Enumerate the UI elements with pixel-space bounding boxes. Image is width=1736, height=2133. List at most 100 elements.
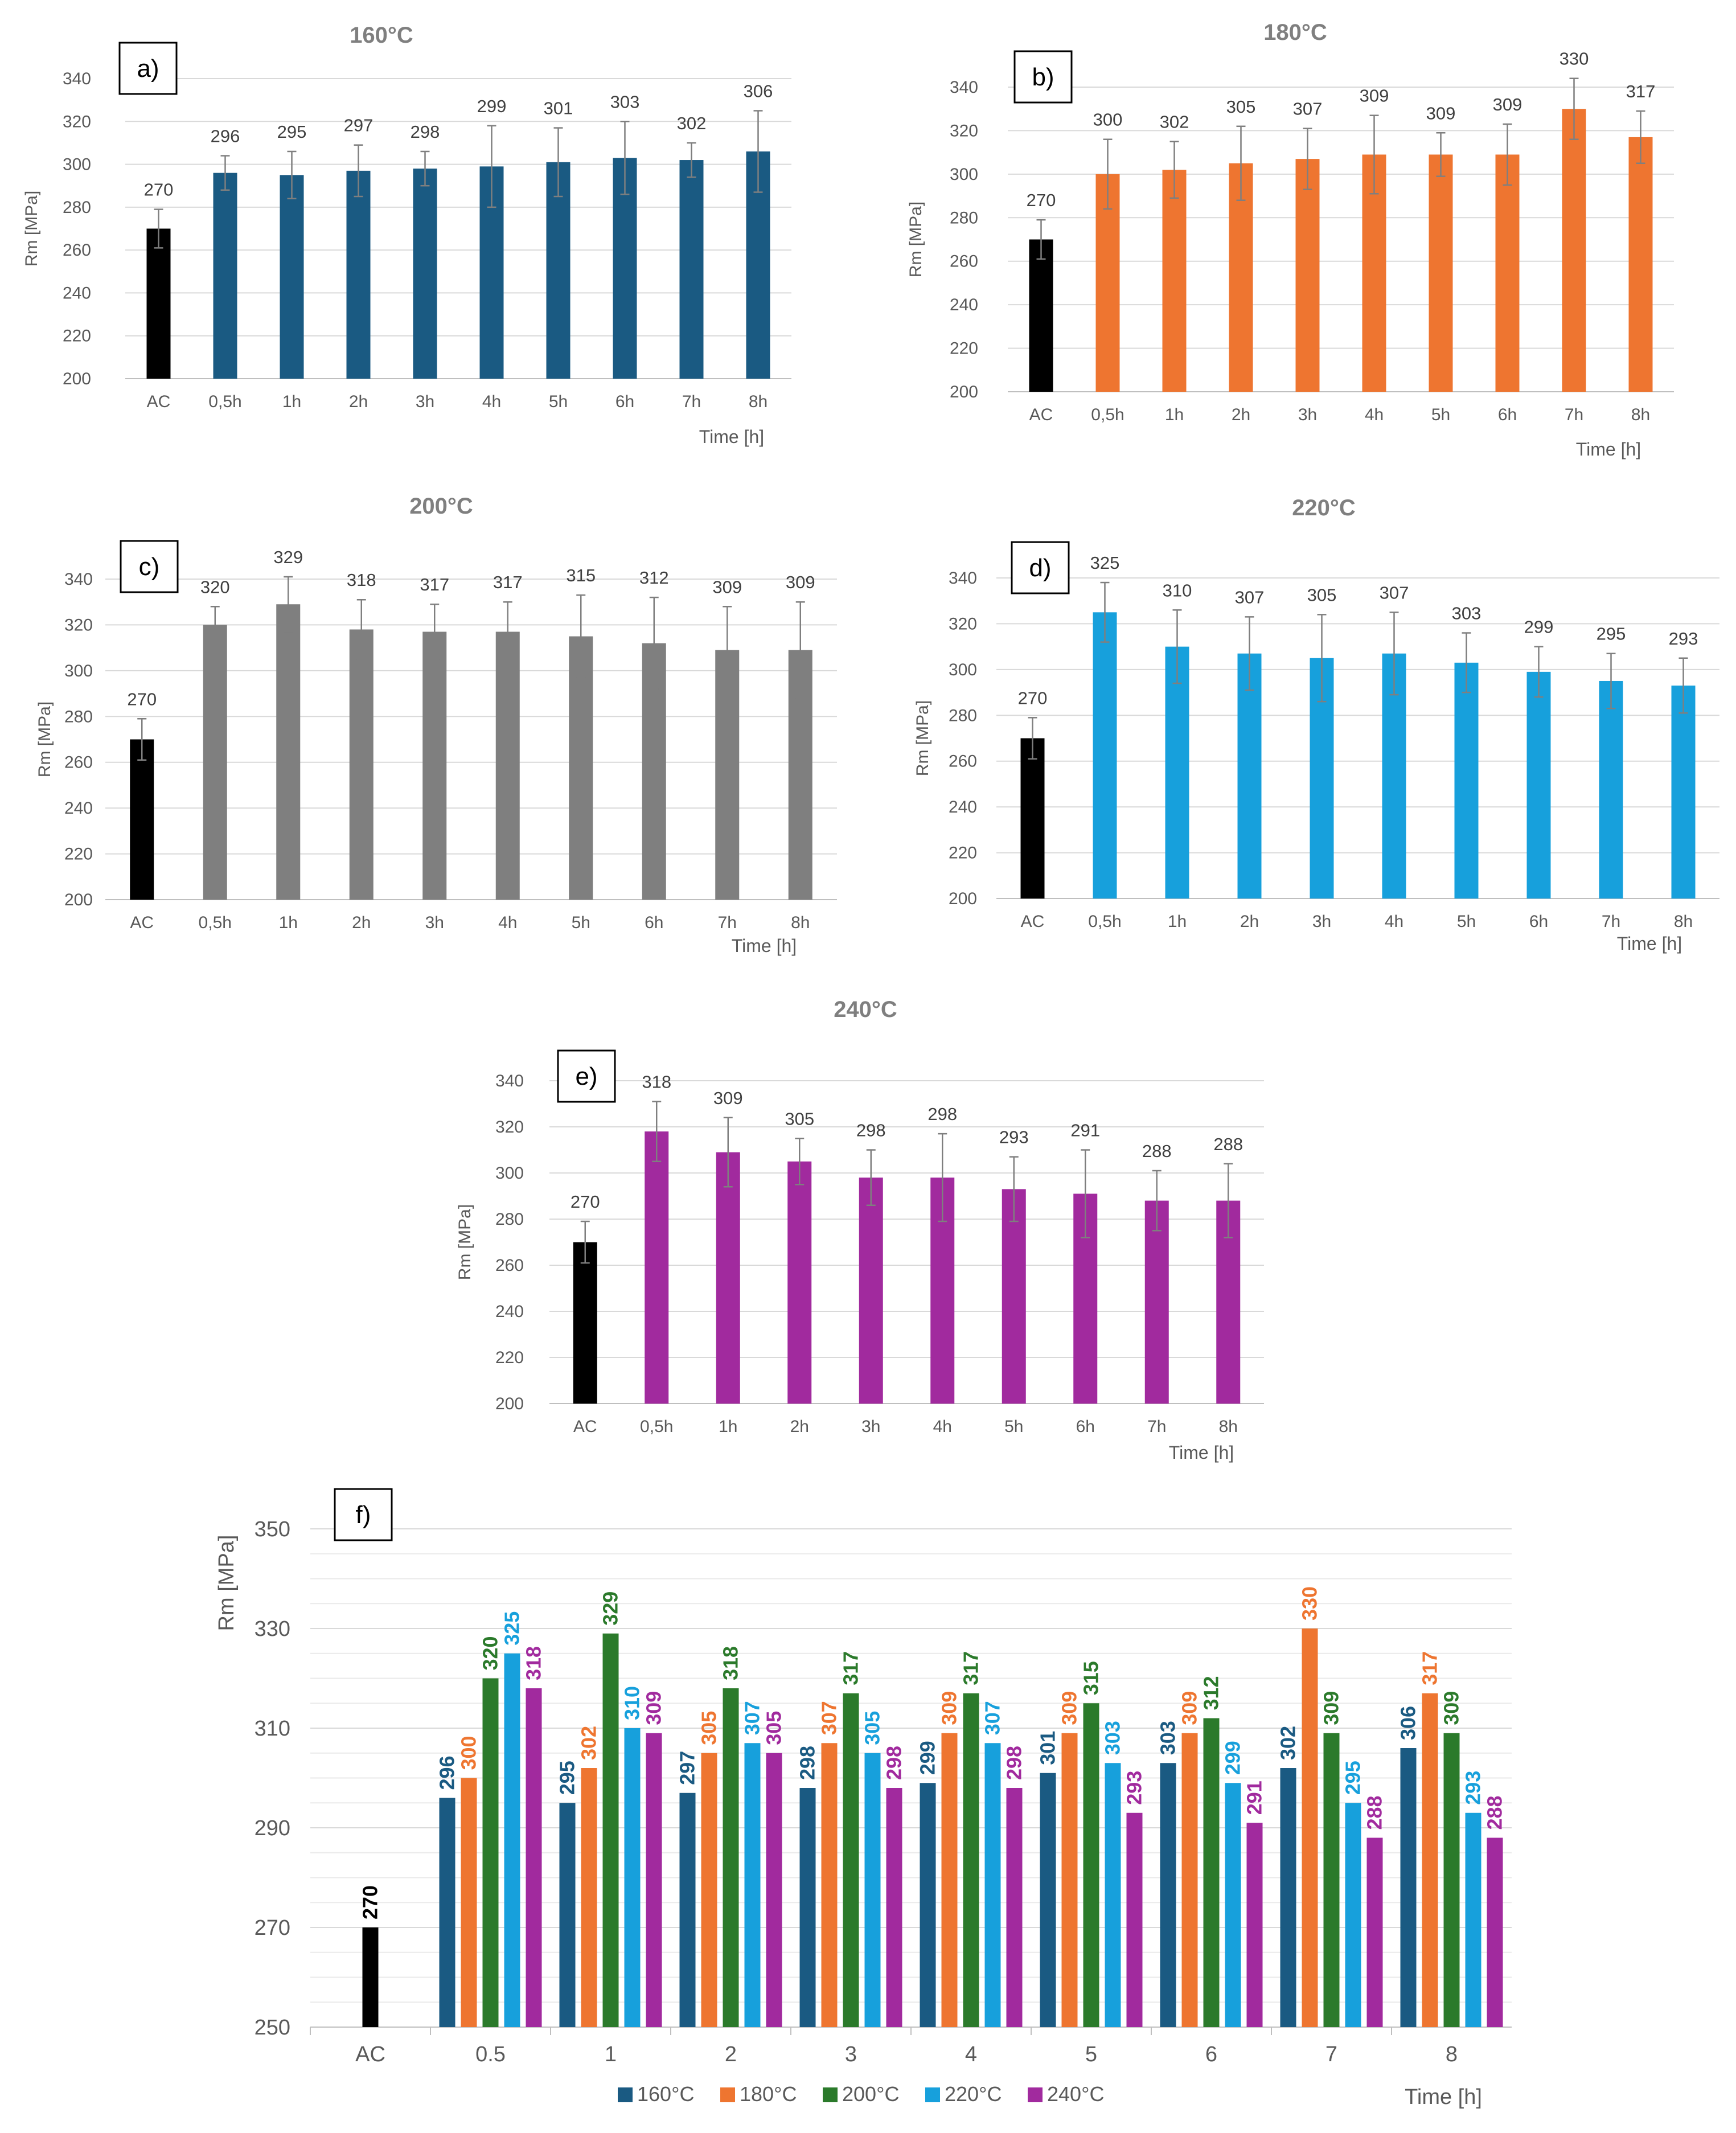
bar [495, 631, 520, 900]
bar [1006, 1788, 1023, 2027]
y-tick-label: 340 [63, 69, 91, 88]
legend-label: 180°C [740, 2082, 797, 2106]
bar [646, 1733, 662, 2027]
x-tick-label: 3h [1312, 912, 1331, 931]
bar [1095, 174, 1120, 392]
bar [1280, 1768, 1296, 2027]
data-label: 303 [1452, 604, 1481, 624]
legend-label: 200°C [842, 2082, 899, 2106]
data-label: 317 [420, 575, 449, 594]
data-label: 317 [959, 1651, 983, 1685]
data-label: 295 [277, 122, 307, 142]
x-tick-label: 7h [1565, 405, 1583, 424]
bar [679, 1792, 696, 2027]
data-label: 306 [744, 81, 773, 101]
x-tick-label: 0,5h [1091, 405, 1124, 424]
data-label: 325 [500, 1611, 524, 1646]
panel-label: c) [139, 553, 160, 581]
x-tick-label: 6h [1529, 912, 1548, 931]
data-label: 296 [436, 1755, 459, 1790]
x-tick-label: 4h [1365, 405, 1384, 424]
legend-label: 220°C [945, 2082, 1002, 2106]
data-label: 306 [1397, 1706, 1420, 1740]
legend-label: 240°C [1047, 2082, 1104, 2106]
data-label: 309 [642, 1691, 666, 1725]
data-label: 295 [1597, 624, 1626, 644]
x-tick-label: 2 [725, 2042, 737, 2066]
bar [1162, 170, 1187, 392]
y-tick-label: 280 [949, 706, 977, 725]
bar [1029, 239, 1053, 392]
data-label: 299 [1524, 617, 1554, 637]
bar [203, 625, 227, 900]
y-tick-label: 220 [495, 1348, 524, 1367]
bar [413, 169, 437, 379]
bar [1181, 1733, 1198, 2027]
data-label: 299 [1221, 1741, 1245, 1775]
panel-f: 250 270 290 310 330 350 AC 0.5 1 2 3 4 5 6 7 8 270 296300… [215, 1488, 1512, 2109]
bar [1061, 1733, 1078, 2027]
bar [213, 173, 237, 379]
x-tick-label: AC [130, 913, 154, 932]
x-tick-label: 4 [965, 2042, 977, 2066]
panel-label: b) [1032, 63, 1054, 91]
x-tick-label: 0,5h [1088, 912, 1121, 931]
legend-swatch [823, 2087, 838, 2102]
chart-title: 180°C [1263, 20, 1327, 45]
panel-label-box [557, 1049, 616, 1103]
data-label: 307 [1293, 99, 1323, 119]
bar [1225, 1783, 1241, 2027]
data-label: 307 [1380, 583, 1409, 602]
bar [362, 1927, 379, 2027]
bar [821, 1743, 838, 2027]
bar [1203, 1718, 1220, 2027]
data-label: 302 [577, 1726, 601, 1760]
bar [1422, 1693, 1438, 2027]
x-tick-label: 8h [1631, 405, 1650, 424]
x-tick-label: 8h [749, 392, 768, 411]
bar [439, 1798, 455, 2027]
x-tick-label: 8h [1219, 1417, 1238, 1436]
panel-label-box [120, 540, 179, 593]
y-axis-label: Rm [MPa] [913, 700, 932, 776]
bar [1345, 1803, 1361, 2027]
x-axis-label: Time [h] [699, 426, 764, 447]
data-label: 309 [786, 572, 815, 592]
y-tick-label: 200 [950, 383, 978, 401]
bar [569, 636, 593, 900]
bar [1237, 653, 1262, 899]
bar [1126, 1812, 1143, 2027]
data-label: 307 [818, 1701, 841, 1735]
data-label: 317 [1626, 81, 1656, 101]
bar [1454, 662, 1479, 899]
data-label: 293 [1669, 629, 1698, 649]
x-tick-label: 6h [1498, 405, 1517, 424]
bar [1323, 1733, 1340, 2027]
bar [645, 1131, 669, 1404]
y-tick-label: 240 [64, 799, 93, 818]
data-label: 309 [713, 1088, 743, 1108]
data-label: 298 [856, 1121, 886, 1141]
x-tick-label: 6h [645, 913, 663, 932]
x-tick-label: AC [1021, 912, 1045, 931]
data-label: 300 [457, 1736, 481, 1770]
data-label: 302 [677, 113, 707, 133]
bar [701, 1753, 717, 2027]
bar [349, 629, 374, 900]
x-tick-label: 0,5h [640, 1417, 673, 1436]
legend-swatch [1028, 2087, 1043, 2102]
y-tick-label: 220 [949, 844, 977, 863]
data-label: 295 [1341, 1761, 1365, 1795]
data-label: 288 [1363, 1795, 1386, 1830]
x-tick-label: 4h [933, 1417, 952, 1436]
data-label: 298 [1003, 1746, 1026, 1780]
x-tick-label: 3h [425, 913, 444, 932]
data-label: 312 [639, 568, 669, 588]
panel-c: 200 220 240 260 280 300 320 340 200°C Rm [MPa] 270… [35, 494, 837, 956]
bar [1400, 1748, 1417, 2027]
bar [1443, 1733, 1460, 2027]
bar [1599, 680, 1623, 899]
panel-e: 200 220 240 260 280 300 320 340 240°C Rm [MPa] 270… [455, 997, 1264, 1463]
legend-swatch [925, 2087, 940, 2102]
bar [920, 1783, 936, 2027]
